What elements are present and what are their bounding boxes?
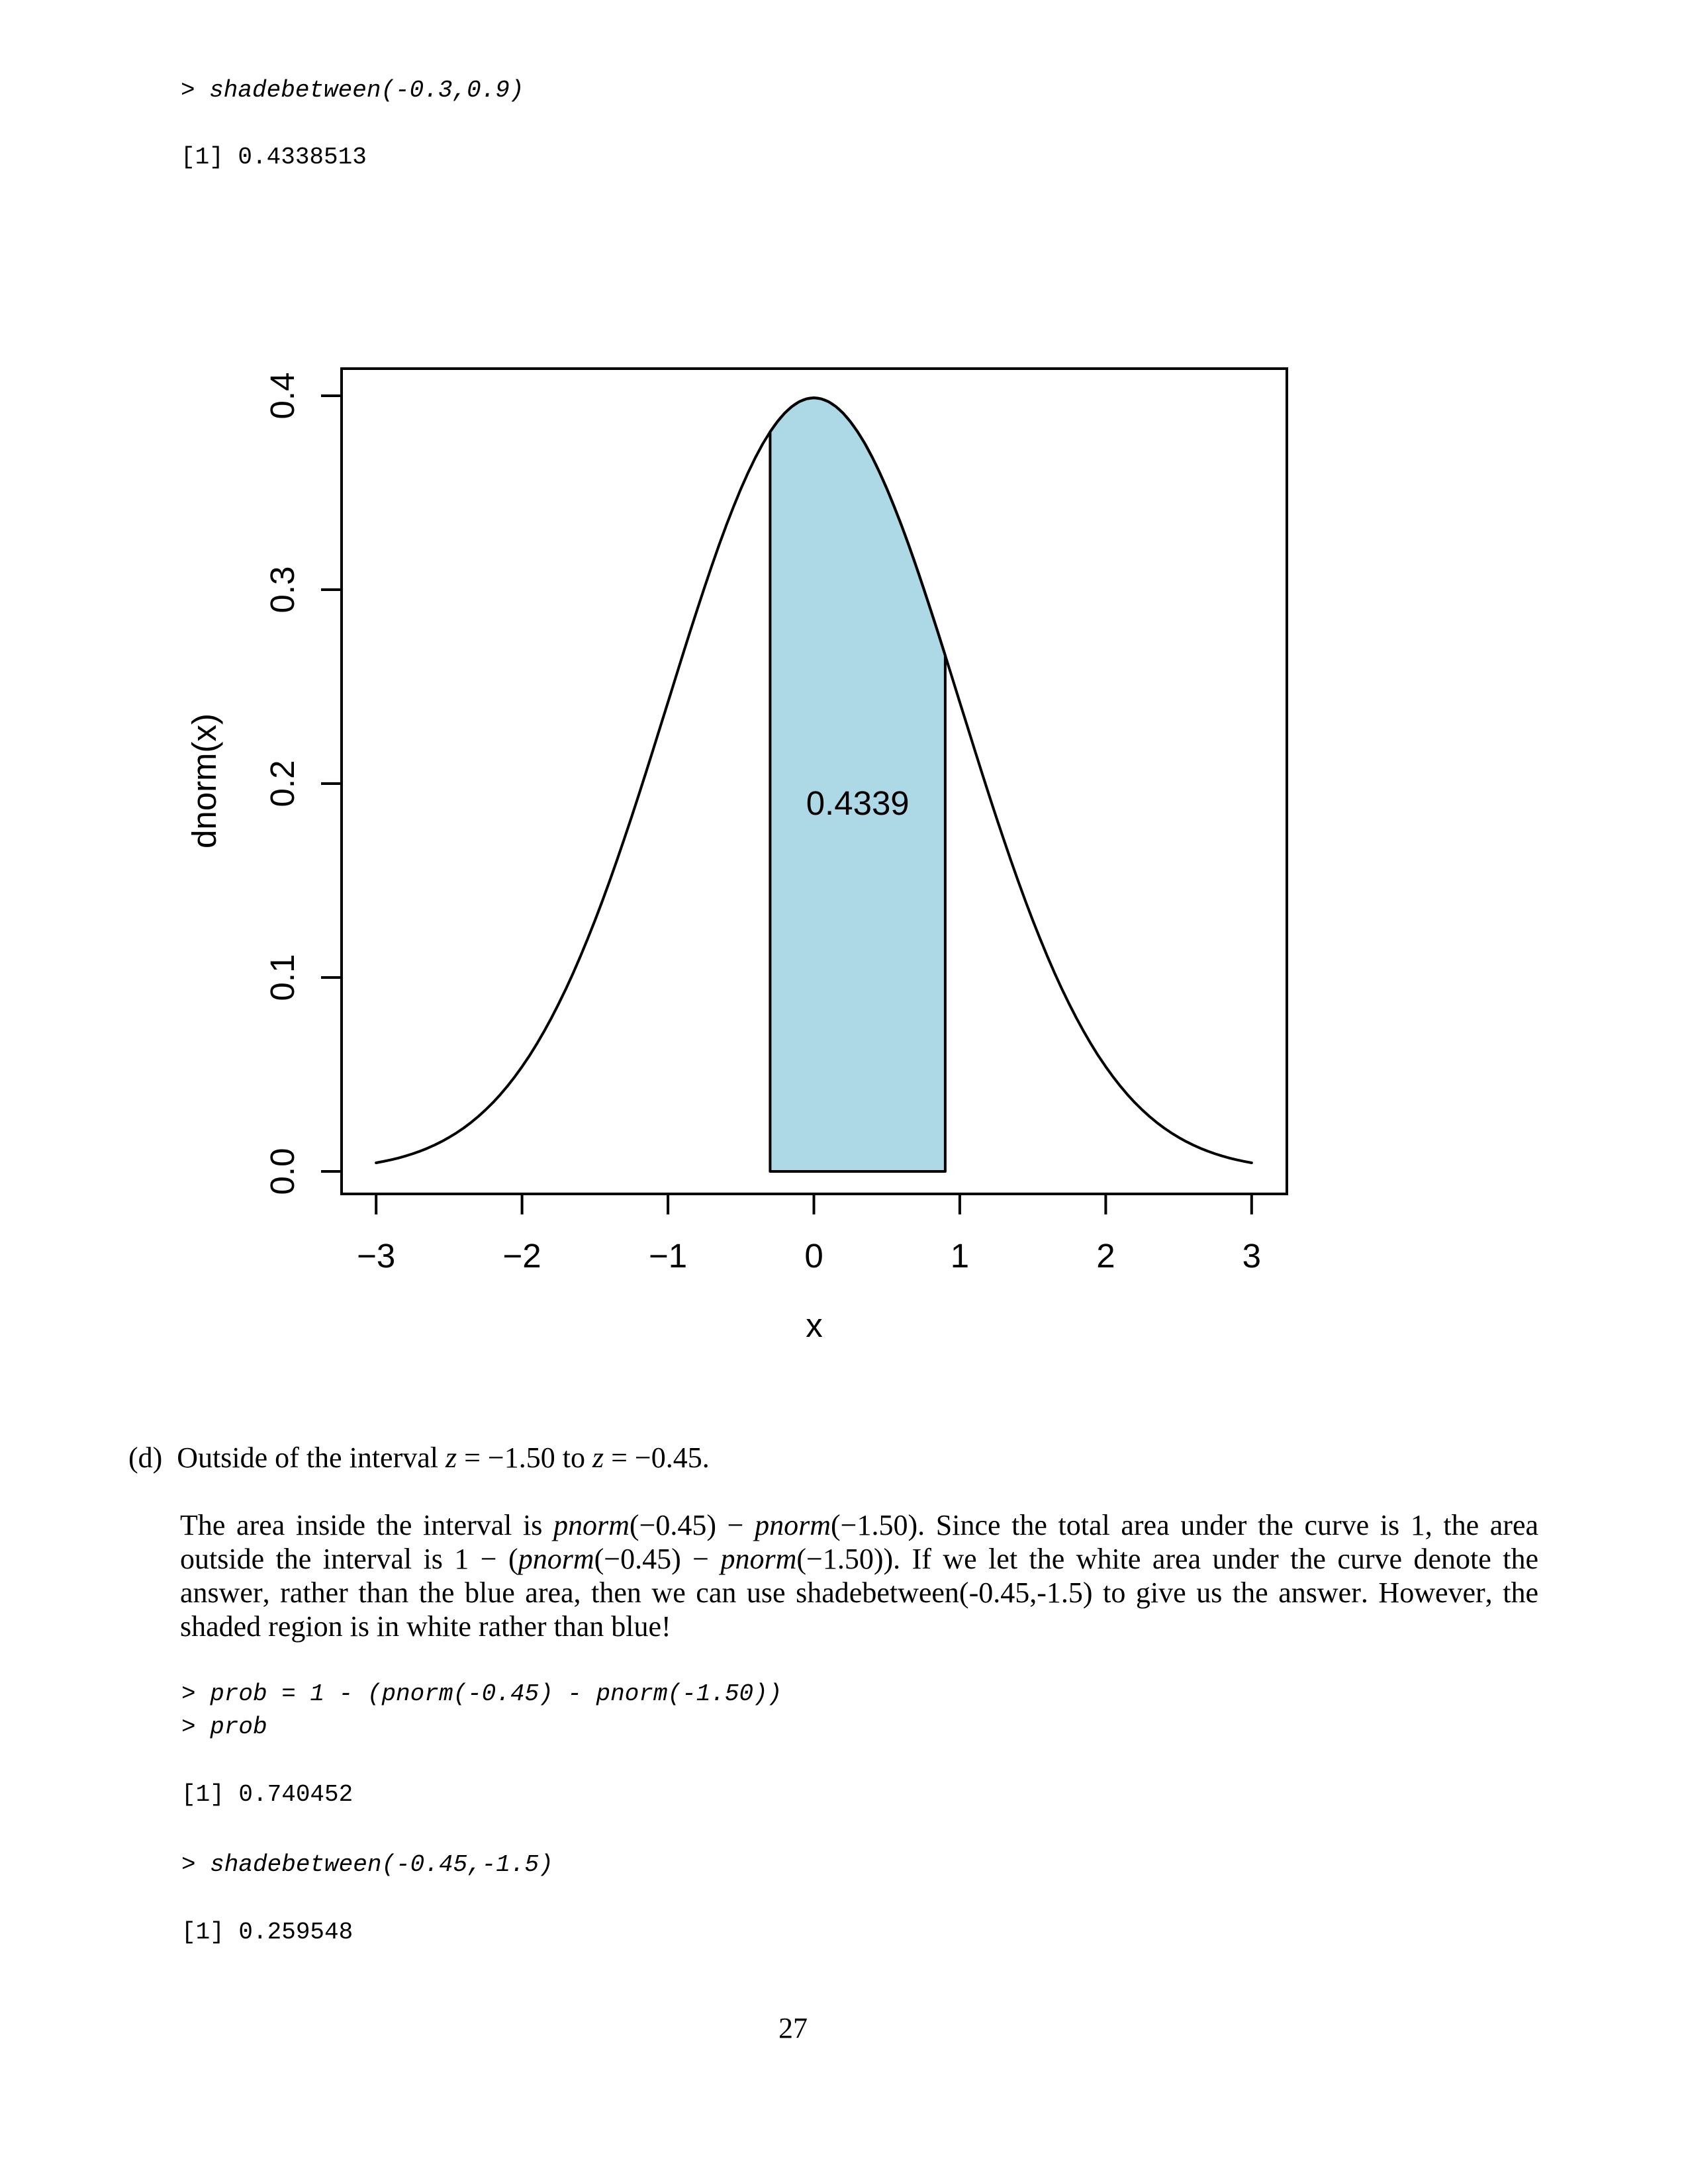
svg-text:0: 0 <box>804 1237 823 1275</box>
svg-text:0.4: 0.4 <box>263 373 301 420</box>
svg-text:dnorm(x): dnorm(x) <box>185 713 223 848</box>
svg-text:2: 2 <box>1096 1237 1115 1275</box>
svg-text:0.2: 0.2 <box>263 760 301 807</box>
svg-text:0.1: 0.1 <box>263 954 301 1001</box>
svg-text:x: x <box>806 1306 823 1344</box>
svg-text:0.0: 0.0 <box>263 1148 301 1195</box>
svg-text:3: 3 <box>1243 1237 1261 1275</box>
svg-text:0.4339: 0.4339 <box>806 784 910 822</box>
svg-text:0.3: 0.3 <box>263 567 301 614</box>
svg-text:−3: −3 <box>357 1237 395 1275</box>
svg-text:−1: −1 <box>649 1237 687 1275</box>
svg-text:−2: −2 <box>503 1237 541 1275</box>
svg-text:1: 1 <box>951 1237 969 1275</box>
